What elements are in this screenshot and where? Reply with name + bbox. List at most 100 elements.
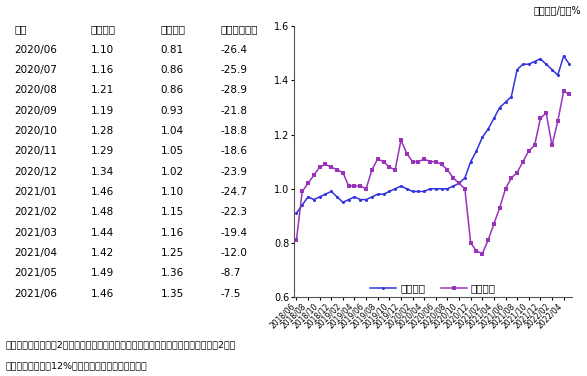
国内价格 [409,189,416,194]
Text: 1.36: 1.36 [161,268,184,279]
国际价格 [427,159,434,164]
Text: 2020/06: 2020/06 [14,45,57,55]
国内价格 [508,94,515,99]
国际价格 [328,165,335,169]
Text: 0.86: 0.86 [161,85,184,96]
Text: 1.04: 1.04 [161,126,184,136]
国际价格 [467,241,474,245]
国内价格 [537,56,544,61]
Text: 1.19: 1.19 [90,106,114,116]
国内价格 [386,189,393,194]
国际价格 [397,138,404,142]
国内价格 [421,189,428,194]
Text: 1.16: 1.16 [161,228,184,238]
国际价格 [409,159,416,164]
国际价格 [333,168,340,172]
国际价格 [479,252,486,256]
国内价格 [548,67,555,72]
国际价格 [548,143,555,148]
国内价格 [328,189,335,194]
Text: 1.25: 1.25 [161,248,184,258]
国际价格 [311,173,318,177]
国际价格 [299,189,306,194]
Text: 1.42: 1.42 [90,248,114,258]
国际价格 [508,176,515,180]
Line: 国内价格: 国内价格 [295,55,571,215]
Text: -21.8: -21.8 [220,106,247,116]
Text: -19.4: -19.4 [220,228,247,238]
国际价格 [322,162,329,167]
国内价格 [485,127,492,132]
Text: 1.05: 1.05 [161,146,184,156]
国际价格 [293,238,300,243]
国际价格 [316,165,323,169]
国内价格 [519,62,527,67]
国际价格 [432,159,439,164]
Text: 2021/03: 2021/03 [14,228,58,238]
国内价格 [467,159,474,164]
国内价格 [322,192,329,196]
国内价格 [473,149,480,153]
国内价格 [456,181,463,186]
Text: 1.49: 1.49 [90,268,114,279]
国内价格 [316,195,323,199]
Text: 1.10: 1.10 [90,45,113,55]
Text: 1.29: 1.29 [90,146,114,156]
Text: -18.6: -18.6 [220,146,247,156]
国内价格 [345,197,352,202]
Text: -7.5: -7.5 [220,289,241,299]
Text: 2021/06: 2021/06 [14,289,58,299]
国内价格 [299,203,306,207]
国际价格 [537,116,544,121]
国际价格 [339,170,346,175]
国际价格 [502,186,509,191]
国内价格 [432,186,439,191]
国际价格 [444,168,451,172]
国际价格 [351,184,358,188]
国内价格 [490,116,497,121]
国内价格 [403,186,410,191]
国内价格 [392,186,399,191]
Text: 国际比国内高: 国际比国内高 [220,24,258,34]
国际价格 [456,181,463,186]
Text: -26.4: -26.4 [220,45,247,55]
国际价格 [473,249,480,253]
国内价格 [566,62,573,67]
Text: 2020/10: 2020/10 [14,126,57,136]
国际价格 [519,159,527,164]
Text: -12.0: -12.0 [220,248,247,258]
Text: -24.7: -24.7 [220,187,247,197]
国际价格 [496,205,503,210]
Text: 1.15: 1.15 [161,208,184,217]
国内价格 [415,189,422,194]
国际价格 [461,186,468,191]
Text: 1.46: 1.46 [90,187,114,197]
国际价格 [380,159,387,164]
Text: 月份: 月份 [14,24,27,34]
国内价格 [438,186,445,191]
国际价格 [415,159,422,164]
Text: 2021/01: 2021/01 [14,187,58,197]
Text: 1.28: 1.28 [90,126,114,136]
国际价格 [525,149,532,153]
国内价格 [560,54,567,58]
国际价格 [490,222,497,226]
Text: 1.48: 1.48 [90,208,114,217]
国际价格 [386,165,393,169]
国际价格 [403,151,410,156]
国际价格 [514,170,521,175]
Text: -28.9: -28.9 [220,85,247,96]
国内价格 [357,197,364,202]
Text: 2020/11: 2020/11 [14,146,58,156]
国内价格 [502,100,509,105]
国内价格 [374,192,381,196]
国际价格 [542,111,549,115]
Text: 2020/07: 2020/07 [14,65,57,75]
国内价格 [293,211,300,215]
Text: 1.02: 1.02 [161,167,184,177]
国内价格 [363,197,370,202]
Text: 1.44: 1.44 [90,228,114,238]
国内价格 [427,186,434,191]
国内价格 [525,62,532,67]
国际价格 [363,186,370,191]
